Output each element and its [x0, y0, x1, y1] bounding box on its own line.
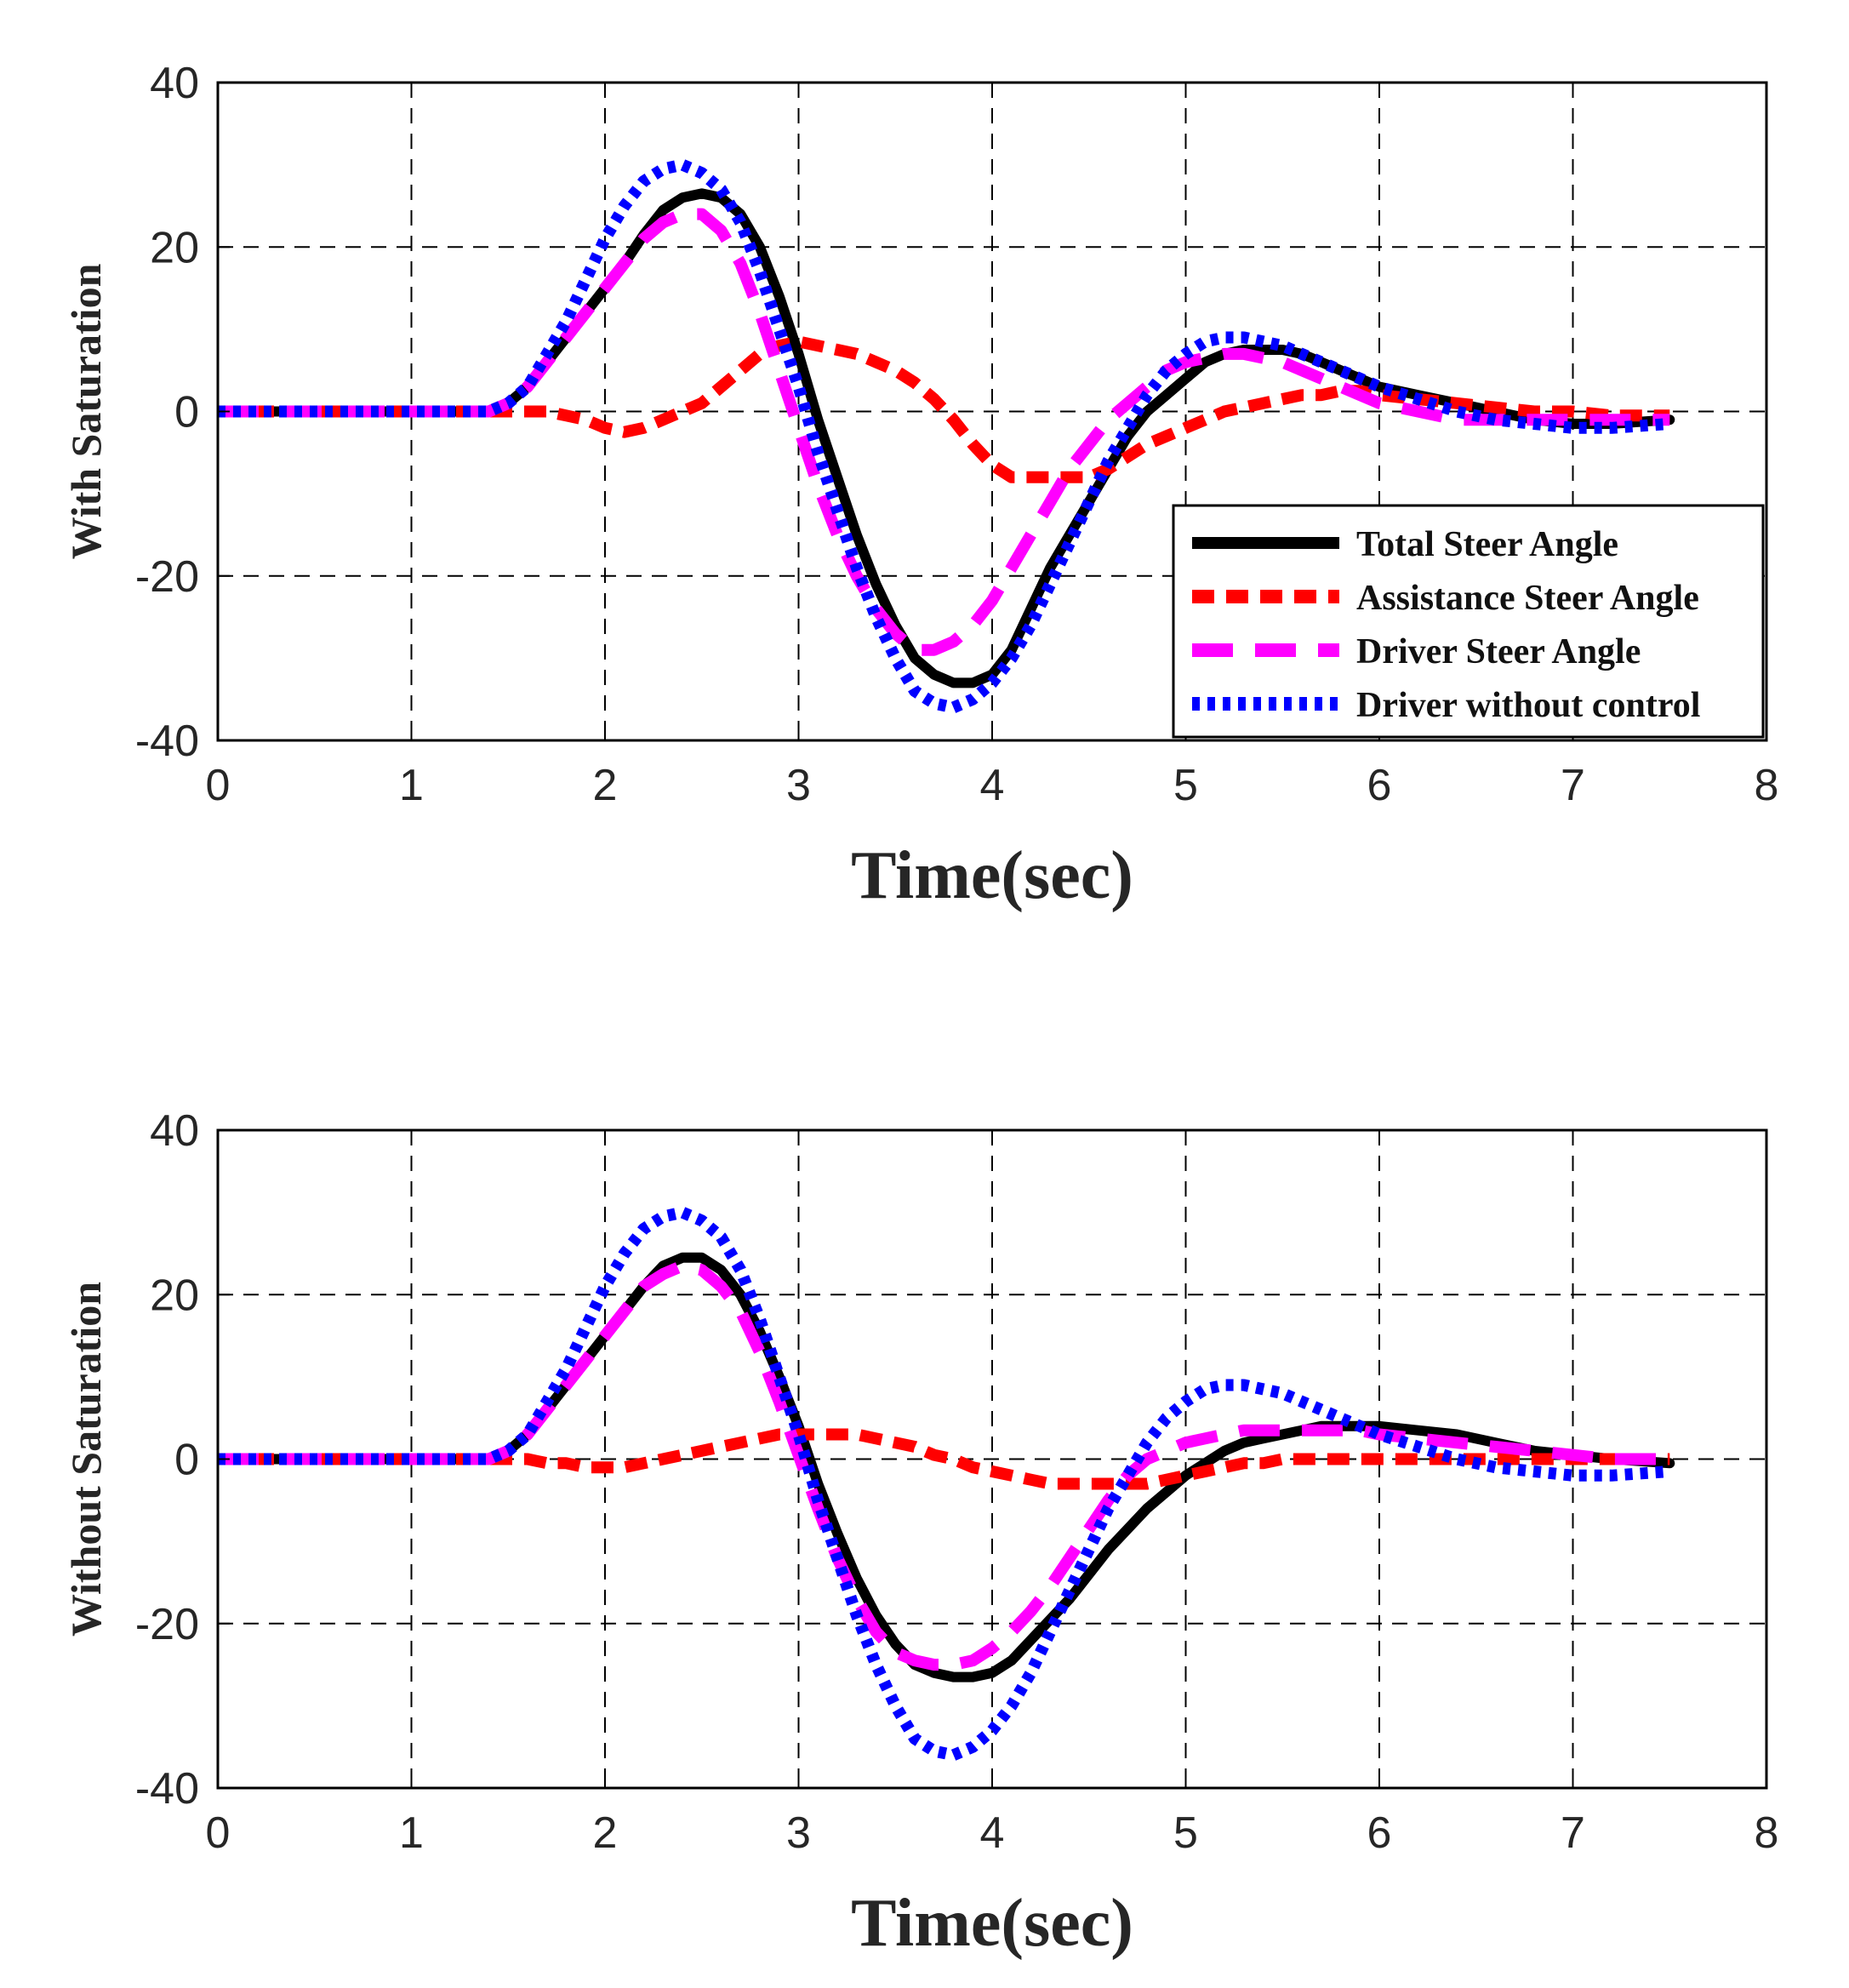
y-tick-label: -20	[135, 552, 199, 602]
x-axis-label: Time(sec)	[851, 838, 1133, 913]
y-tick-label: 20	[150, 223, 199, 272]
y-axis-label: Without Saturation	[62, 1282, 110, 1637]
y-tick-label: 20	[150, 1271, 199, 1320]
x-tick-label: 2	[593, 761, 618, 810]
series-lines	[218, 1206, 1675, 1762]
x-tick-label: 1	[399, 1808, 424, 1858]
x-tick-label: 6	[1367, 761, 1392, 810]
y-tick-label: 0	[174, 1436, 199, 1485]
legend-label: Total Steer Angle	[1356, 525, 1618, 564]
x-tick-label: 8	[1755, 1808, 1779, 1858]
legend-label: Assistance Steer Angle	[1356, 579, 1699, 618]
series-line-assistance-steer-angle	[218, 1428, 1670, 1490]
x-tick-label: 5	[1173, 1808, 1198, 1858]
x-tick-label: 4	[980, 761, 1005, 810]
series-line-driver-steer-angle	[218, 208, 1670, 656]
x-tick-label: 2	[593, 1808, 618, 1858]
y-tick-label: 0	[174, 388, 199, 437]
x-tick-label: 0	[206, 761, 231, 810]
y-tick-label: 40	[150, 1106, 199, 1156]
x-tick-label: 7	[1561, 1808, 1585, 1858]
x-tick-label: 1	[399, 761, 424, 810]
x-tick-label: 0	[206, 1808, 231, 1858]
y-tick-label: -40	[135, 1764, 199, 1814]
series-line-driver-steer-angle	[218, 1260, 1670, 1671]
legend-label: Driver without control	[1356, 686, 1700, 725]
series-line-driver-without-control	[218, 158, 1670, 714]
x-tick-label: 4	[980, 1808, 1005, 1858]
legend: Total Steer Angle Assistance Steer Angle D…	[1172, 504, 1765, 739]
x-tick-label: 7	[1561, 761, 1585, 810]
series-line-driver-without-control	[218, 1206, 1670, 1762]
y-tick-label: -40	[135, 717, 199, 766]
y-axis-label: With Saturation	[62, 263, 110, 559]
x-tick-label: 3	[786, 1808, 811, 1858]
x-axis-label: Time(sec)	[851, 1886, 1133, 1961]
y-tick-label: -20	[135, 1600, 199, 1649]
panel-1: 0 1 2 3 4 5 6 7 8 40 20 0 -20 -40 Time(sec) With Satura…	[62, 59, 1778, 913]
x-tick-label: 5	[1173, 761, 1198, 810]
panel-2: 0 1 2 3 4 5 6 7 8 40 20 0 -20 -40 Time(sec) Without Sat…	[62, 1106, 1778, 1961]
x-tick-label: 3	[786, 761, 811, 810]
y-tick-label: 40	[150, 59, 199, 108]
series-lines	[218, 158, 1675, 714]
x-tick-label: 6	[1367, 1808, 1392, 1858]
x-tick-label: 8	[1755, 761, 1779, 810]
legend-label: Driver Steer Angle	[1356, 632, 1641, 671]
series-line-assistance-steer-angle	[218, 335, 1670, 483]
